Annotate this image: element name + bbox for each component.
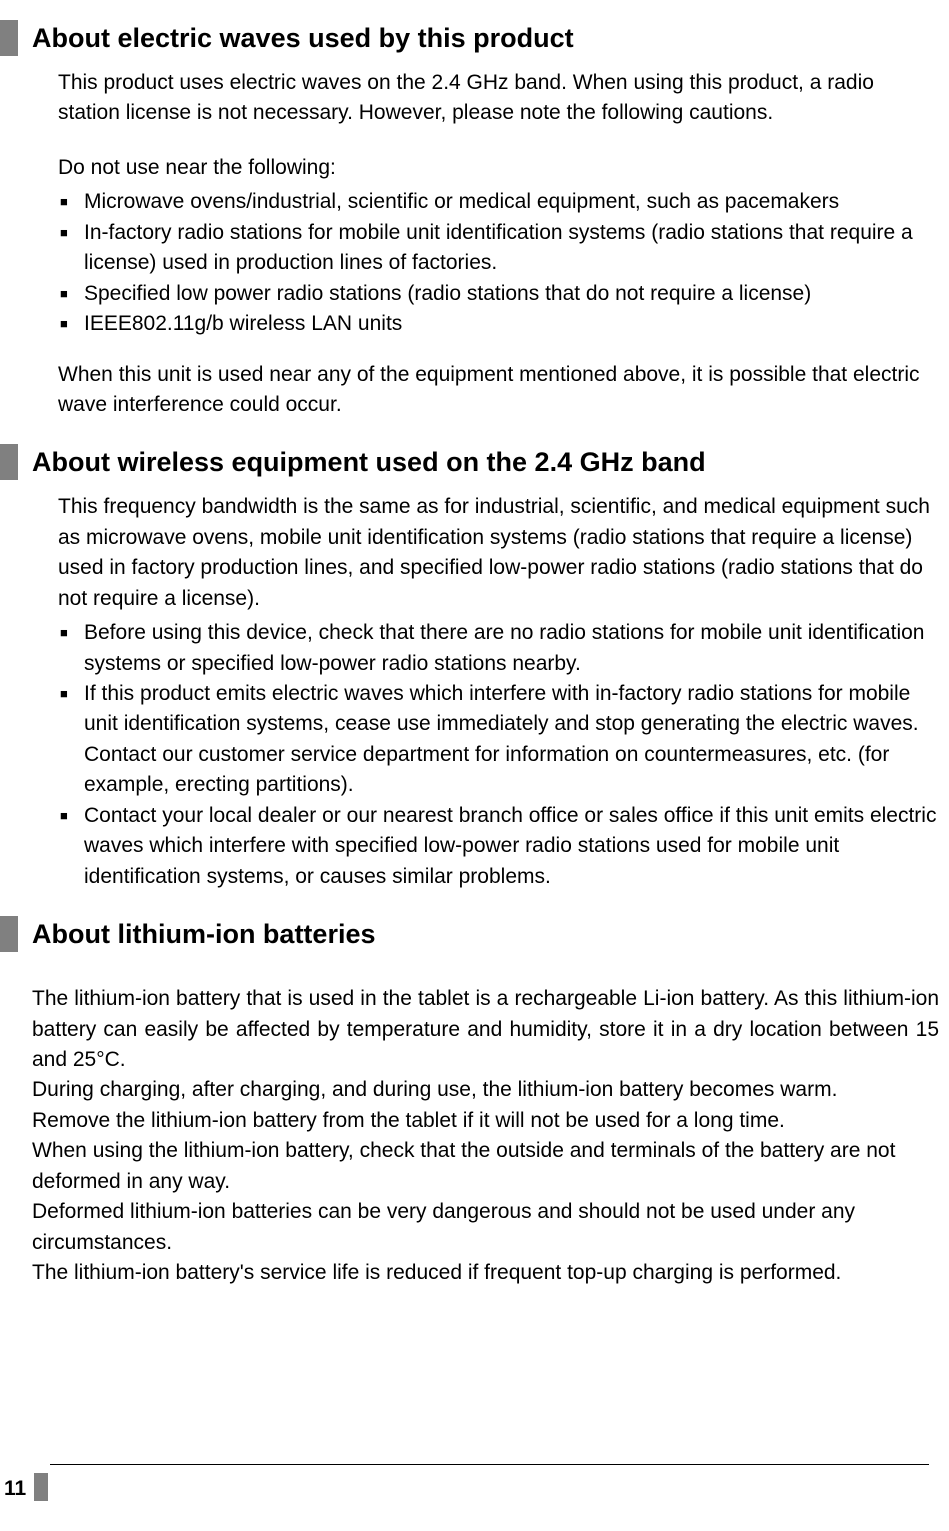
body-paragraph: The lithium-ion battery's service life i… [32, 1258, 939, 1288]
body-paragraph: During charging, after charging, and dur… [32, 1075, 939, 1105]
list-item: IEEE802.11g/b wireless LAN units [58, 309, 939, 339]
bullet-list: Microwave ovens/industrial, scientific o… [32, 187, 939, 339]
list-item: In-factory radio stations for mobile uni… [58, 218, 939, 279]
body-paragraph: The lithium-ion battery that is used in … [32, 984, 939, 1075]
footer-bar: 11 [0, 1473, 949, 1501]
body-paragraph: When using the lithium-ion battery, chec… [32, 1136, 939, 1197]
document-content: About electric waves used by this produc… [0, 20, 949, 1288]
section-heading: About lithium-ion batteries [32, 918, 376, 950]
intro-paragraph: This product uses electric waves on the … [32, 68, 939, 129]
subtext-paragraph: Do not use near the following: [32, 153, 939, 183]
page-footer: 11 [0, 1464, 949, 1501]
heading-accent-block [0, 916, 18, 952]
list-item: Contact your local dealer or our nearest… [58, 801, 939, 892]
section-lithium-batteries: About lithium-ion batteries The lithium-… [32, 916, 939, 1288]
heading-wrapper: About wireless equipment used on the 2.4… [0, 444, 939, 480]
section-heading: About electric waves used by this produc… [32, 22, 574, 54]
outro-paragraph: When this unit is used near any of the e… [32, 360, 939, 421]
body-paragraph: Deformed lithium-ion batteries can be ve… [32, 1197, 939, 1258]
list-item: Before using this device, check that the… [58, 618, 939, 679]
page-number: 11 [0, 1477, 34, 1501]
footer-divider [50, 1464, 929, 1465]
list-item: Microwave ovens/industrial, scientific o… [58, 187, 939, 217]
list-item: Specified low power radio stations (radi… [58, 279, 939, 309]
footer-accent-block [34, 1473, 48, 1501]
body-paragraph: Remove the lithium-ion battery from the … [32, 1106, 939, 1136]
heading-wrapper: About electric waves used by this produc… [0, 20, 939, 56]
section-heading: About wireless equipment used on the 2.4… [32, 446, 706, 478]
section-wireless-24ghz: About wireless equipment used on the 2.4… [32, 444, 939, 892]
list-item: If this product emits electric waves whi… [58, 679, 939, 801]
section-electric-waves: About electric waves used by this produc… [32, 20, 939, 420]
heading-wrapper: About lithium-ion batteries [0, 916, 939, 952]
heading-accent-block [0, 444, 18, 480]
bullet-list: Before using this device, check that the… [32, 618, 939, 892]
heading-accent-block [0, 20, 18, 56]
intro-paragraph: This frequency bandwidth is the same as … [32, 492, 939, 614]
